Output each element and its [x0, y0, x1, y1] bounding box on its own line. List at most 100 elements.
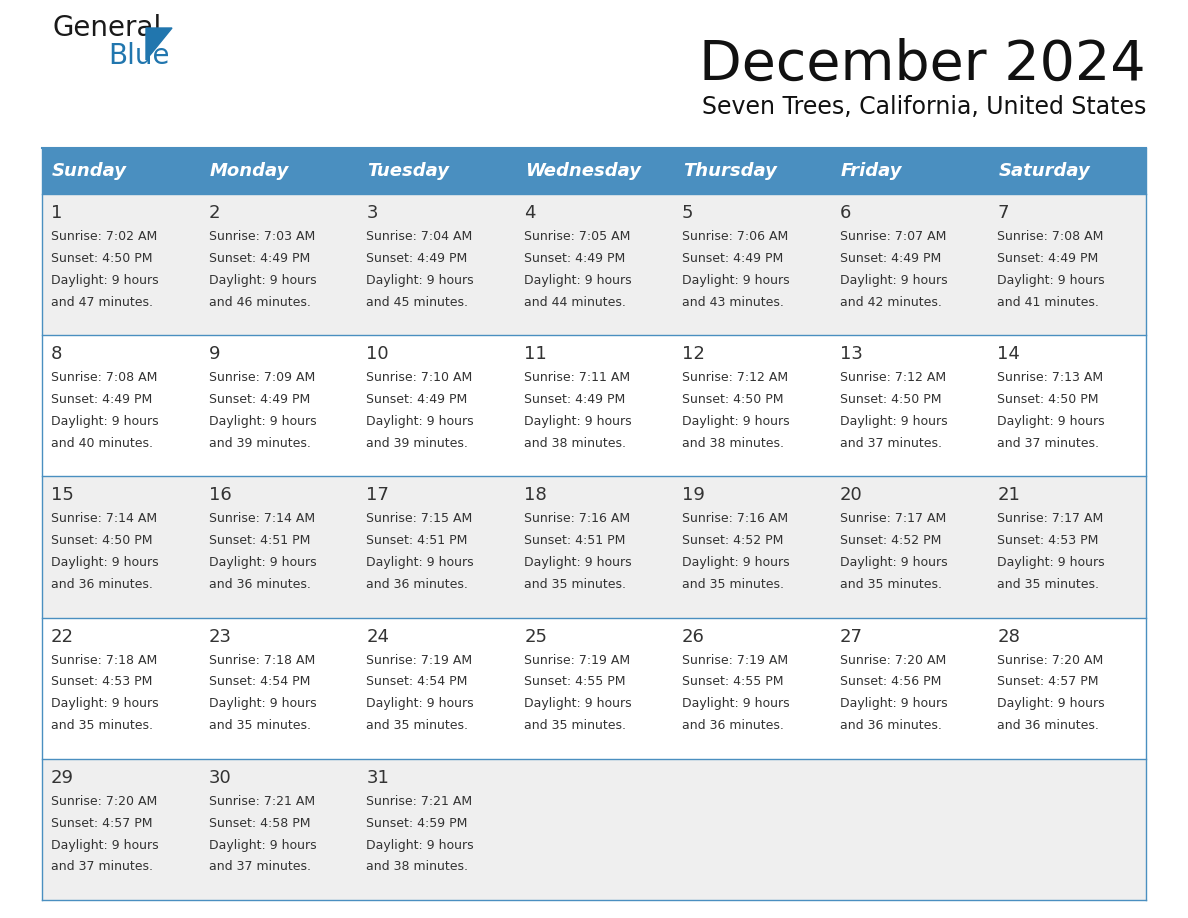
Text: Sunrise: 7:10 AM: Sunrise: 7:10 AM: [366, 371, 473, 385]
Bar: [42, 194, 1146, 335]
Text: 24: 24: [366, 628, 390, 645]
Text: 2: 2: [209, 204, 220, 222]
Text: 16: 16: [209, 487, 232, 504]
Text: and 36 minutes.: and 36 minutes.: [997, 720, 1099, 733]
Text: Sunrise: 7:20 AM: Sunrise: 7:20 AM: [51, 795, 157, 808]
Text: Sunset: 4:50 PM: Sunset: 4:50 PM: [840, 393, 941, 406]
Text: 23: 23: [209, 628, 232, 645]
Text: Sunrise: 7:03 AM: Sunrise: 7:03 AM: [209, 230, 315, 243]
Text: Sunset: 4:57 PM: Sunset: 4:57 PM: [51, 817, 152, 830]
Text: Sunrise: 7:21 AM: Sunrise: 7:21 AM: [366, 795, 473, 808]
Text: Sunset: 4:49 PM: Sunset: 4:49 PM: [366, 252, 468, 265]
Text: 9: 9: [209, 345, 220, 364]
Text: Sunset: 4:51 PM: Sunset: 4:51 PM: [524, 534, 626, 547]
Text: Daylight: 9 hours: Daylight: 9 hours: [209, 838, 316, 852]
Text: and 37 minutes.: and 37 minutes.: [840, 437, 942, 450]
Text: and 38 minutes.: and 38 minutes.: [366, 860, 468, 873]
Text: Sunset: 4:54 PM: Sunset: 4:54 PM: [366, 676, 468, 688]
Bar: [42, 618, 1146, 759]
Text: 5: 5: [682, 204, 694, 222]
Text: Friday: Friday: [841, 162, 902, 180]
Text: and 43 minutes.: and 43 minutes.: [682, 296, 784, 308]
Text: 31: 31: [366, 768, 390, 787]
Text: Daylight: 9 hours: Daylight: 9 hours: [209, 415, 316, 428]
Text: Sunrise: 7:07 AM: Sunrise: 7:07 AM: [840, 230, 946, 243]
Text: Daylight: 9 hours: Daylight: 9 hours: [209, 556, 316, 569]
Text: Daylight: 9 hours: Daylight: 9 hours: [524, 274, 632, 286]
Text: 27: 27: [840, 628, 862, 645]
Text: and 35 minutes.: and 35 minutes.: [366, 720, 468, 733]
Text: Sunset: 4:50 PM: Sunset: 4:50 PM: [997, 393, 1099, 406]
Text: Sunrise: 7:16 AM: Sunrise: 7:16 AM: [682, 512, 788, 525]
Text: and 35 minutes.: and 35 minutes.: [997, 578, 1099, 591]
Text: Daylight: 9 hours: Daylight: 9 hours: [524, 415, 632, 428]
Text: Daylight: 9 hours: Daylight: 9 hours: [682, 274, 790, 286]
Text: Daylight: 9 hours: Daylight: 9 hours: [366, 838, 474, 852]
Text: and 39 minutes.: and 39 minutes.: [209, 437, 310, 450]
Text: Sunrise: 7:06 AM: Sunrise: 7:06 AM: [682, 230, 788, 243]
Text: Sunrise: 7:08 AM: Sunrise: 7:08 AM: [997, 230, 1104, 243]
Text: Saturday: Saturday: [998, 162, 1091, 180]
Text: Sunrise: 7:17 AM: Sunrise: 7:17 AM: [840, 512, 946, 525]
Text: Sunrise: 7:02 AM: Sunrise: 7:02 AM: [51, 230, 157, 243]
Text: Daylight: 9 hours: Daylight: 9 hours: [209, 274, 316, 286]
Text: Sunset: 4:55 PM: Sunset: 4:55 PM: [524, 676, 626, 688]
Text: Daylight: 9 hours: Daylight: 9 hours: [51, 556, 159, 569]
Text: Sunrise: 7:19 AM: Sunrise: 7:19 AM: [524, 654, 631, 666]
Text: Daylight: 9 hours: Daylight: 9 hours: [682, 415, 790, 428]
Text: Daylight: 9 hours: Daylight: 9 hours: [51, 838, 159, 852]
Text: Sunrise: 7:05 AM: Sunrise: 7:05 AM: [524, 230, 631, 243]
Text: Tuesday: Tuesday: [367, 162, 449, 180]
Text: Daylight: 9 hours: Daylight: 9 hours: [840, 556, 947, 569]
Text: 4: 4: [524, 204, 536, 222]
Text: Sunset: 4:49 PM: Sunset: 4:49 PM: [997, 252, 1099, 265]
Text: Sunset: 4:49 PM: Sunset: 4:49 PM: [51, 393, 152, 406]
Text: Sunset: 4:50 PM: Sunset: 4:50 PM: [51, 534, 152, 547]
Text: Daylight: 9 hours: Daylight: 9 hours: [682, 698, 790, 711]
Text: 11: 11: [524, 345, 546, 364]
Text: and 47 minutes.: and 47 minutes.: [51, 296, 153, 308]
Bar: [42, 148, 1146, 194]
Text: Sunset: 4:53 PM: Sunset: 4:53 PM: [51, 676, 152, 688]
Text: Sunset: 4:50 PM: Sunset: 4:50 PM: [682, 393, 783, 406]
Text: 20: 20: [840, 487, 862, 504]
Text: and 35 minutes.: and 35 minutes.: [840, 578, 942, 591]
Text: 15: 15: [51, 487, 74, 504]
Text: and 36 minutes.: and 36 minutes.: [840, 720, 941, 733]
Text: Sunrise: 7:15 AM: Sunrise: 7:15 AM: [366, 512, 473, 525]
Text: Sunset: 4:49 PM: Sunset: 4:49 PM: [209, 393, 310, 406]
Text: 30: 30: [209, 768, 232, 787]
Text: and 39 minutes.: and 39 minutes.: [366, 437, 468, 450]
Text: Daylight: 9 hours: Daylight: 9 hours: [682, 556, 790, 569]
Text: Sunday: Sunday: [52, 162, 127, 180]
Text: and 36 minutes.: and 36 minutes.: [682, 720, 784, 733]
Text: Daylight: 9 hours: Daylight: 9 hours: [840, 415, 947, 428]
Text: Sunrise: 7:04 AM: Sunrise: 7:04 AM: [366, 230, 473, 243]
Text: Daylight: 9 hours: Daylight: 9 hours: [51, 274, 159, 286]
Text: General: General: [52, 14, 162, 42]
Text: 28: 28: [997, 628, 1020, 645]
Text: and 42 minutes.: and 42 minutes.: [840, 296, 941, 308]
Text: Daylight: 9 hours: Daylight: 9 hours: [366, 415, 474, 428]
Text: and 37 minutes.: and 37 minutes.: [997, 437, 1099, 450]
Text: and 37 minutes.: and 37 minutes.: [51, 860, 153, 873]
Text: 14: 14: [997, 345, 1020, 364]
Text: Sunrise: 7:20 AM: Sunrise: 7:20 AM: [840, 654, 946, 666]
Text: and 36 minutes.: and 36 minutes.: [209, 578, 310, 591]
Text: Sunset: 4:49 PM: Sunset: 4:49 PM: [682, 252, 783, 265]
Text: December 2024: December 2024: [700, 38, 1146, 92]
Text: Sunset: 4:59 PM: Sunset: 4:59 PM: [366, 817, 468, 830]
Text: and 44 minutes.: and 44 minutes.: [524, 296, 626, 308]
Text: Sunrise: 7:18 AM: Sunrise: 7:18 AM: [51, 654, 157, 666]
Text: 25: 25: [524, 628, 548, 645]
Polygon shape: [146, 28, 172, 60]
Text: Daylight: 9 hours: Daylight: 9 hours: [366, 556, 474, 569]
Text: and 38 minutes.: and 38 minutes.: [682, 437, 784, 450]
Text: Sunset: 4:49 PM: Sunset: 4:49 PM: [366, 393, 468, 406]
Text: Blue: Blue: [108, 42, 170, 70]
Text: Sunrise: 7:13 AM: Sunrise: 7:13 AM: [997, 371, 1104, 385]
Text: 21: 21: [997, 487, 1020, 504]
Text: 6: 6: [840, 204, 851, 222]
Text: Seven Trees, California, United States: Seven Trees, California, United States: [702, 95, 1146, 119]
Text: Sunrise: 7:16 AM: Sunrise: 7:16 AM: [524, 512, 631, 525]
